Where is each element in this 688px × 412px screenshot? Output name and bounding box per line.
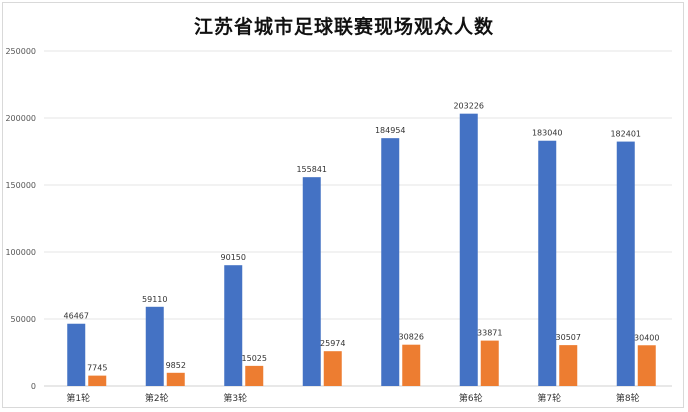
bar-series-1 [538,140,557,386]
x-tick-label: 第2轮 [145,392,169,404]
x-tick-label: 第8轮 [616,392,640,404]
bar-series-1 [302,177,321,386]
chart-title: 江苏省城市足球联赛现场观众人数 [193,16,494,38]
data-label: 203226 [453,102,484,111]
bar-series-2 [323,351,342,386]
data-label: 184954 [375,126,406,135]
y-tick-label: 100000 [5,248,36,257]
data-label: 155841 [296,165,327,174]
data-label: 30507 [556,333,581,342]
x-tick-label: 第6轮 [459,392,483,404]
x-tick-label: 第1轮 [66,392,90,404]
data-label: 90150 [221,253,246,262]
y-tick-label: 250000 [5,47,36,56]
bar-series-1 [459,113,478,387]
data-label: 25974 [320,339,345,348]
bar-series-2 [402,344,421,386]
data-label: 15025 [242,354,267,363]
x-tick-label: 第7轮 [537,392,561,404]
data-label: 7745 [87,364,107,373]
y-tick-label: 50000 [11,315,36,324]
bar-series-1 [67,323,86,386]
data-label: 46467 [64,312,89,321]
bar-series-2 [480,340,499,386]
y-tick-label: 150000 [5,181,36,190]
bar-series-2 [559,345,578,386]
chart-frame [2,2,684,408]
bar-series-1 [381,138,400,386]
bar-series-2 [637,345,656,386]
bar-series-2 [245,365,264,386]
y-tick-label: 200000 [5,114,36,123]
bar-series-1 [145,306,164,386]
y-tick-label: 0 [31,382,36,391]
data-label: 182401 [610,130,641,139]
bar-series-1 [224,265,243,386]
data-label: 183040 [532,129,563,138]
x-tick-label: 第3轮 [223,392,247,404]
data-label: 9852 [166,361,186,370]
data-label: 33871 [477,329,502,338]
bar-series-2 [166,372,185,386]
bar-series-1 [616,141,635,386]
data-label: 59110 [142,295,167,304]
bar-series-2 [88,375,107,386]
data-label: 30826 [399,333,424,342]
data-label: 30400 [634,333,659,342]
